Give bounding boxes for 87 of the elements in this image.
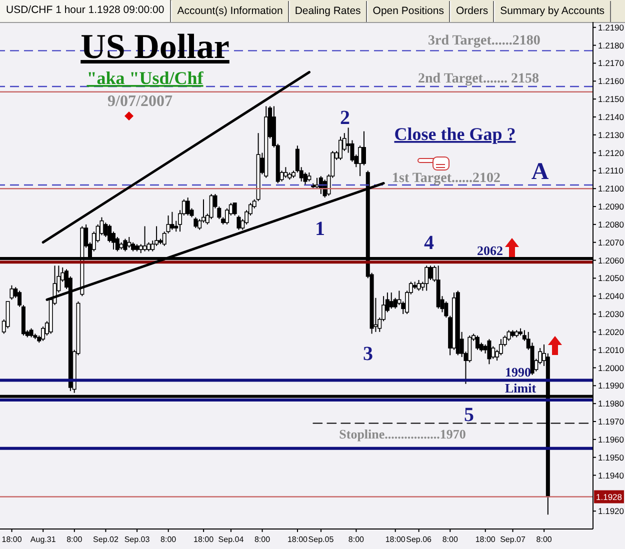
annotation: 4	[424, 232, 434, 254]
x-tick-label: 8:00	[66, 535, 83, 544]
y-tick-label: 1.2030	[598, 309, 624, 320]
text: Orders	[450, 1, 494, 22]
x-tick-label: 18:00	[2, 535, 22, 544]
ref-line-label: 1st Target......2102	[392, 171, 500, 186]
candlestick	[315, 177, 320, 190]
y-tick-label: 1.1960	[598, 434, 624, 444]
x-tick-label: 8:00	[442, 535, 458, 544]
x-tick-label: 18:00	[385, 535, 406, 544]
y-tick-label: 1.2170	[598, 58, 624, 68]
candlestick	[127, 236, 132, 248]
annotation: 2062	[477, 243, 503, 258]
candlestick	[428, 265, 433, 280]
candlestick	[232, 202, 237, 216]
y-tick-label: 1.2150	[598, 94, 624, 104]
annotation: 9/07/2007	[108, 93, 172, 110]
x-tick-label: Sep.03	[124, 535, 150, 544]
candlestick	[170, 211, 174, 230]
candlestick	[487, 338, 492, 365]
y-tick-label: 1.1920	[598, 506, 624, 516]
y-tick-label: 1.2010	[598, 344, 624, 355]
x-tick-label: 8:00	[536, 535, 552, 544]
y-tick-label: 1.2110	[598, 166, 624, 176]
y-tick-label: 1.2050	[598, 273, 624, 284]
candlestick	[424, 265, 429, 292]
y-tick-label: 1.2020	[598, 326, 624, 337]
series-label: Stopline.................1970	[339, 426, 466, 442]
text: Open Positions	[366, 1, 450, 22]
annotation: Close the Gap ?	[394, 124, 516, 144]
x-tick-label: 8:00	[254, 535, 271, 544]
annotation: "aka "Usd/Chf	[86, 68, 204, 88]
y-tick-label: 1.1990	[598, 380, 624, 391]
y-tick-label: 1.1940	[598, 470, 624, 480]
y-tick-label: 1.2180	[598, 40, 624, 50]
y-tick-label: 1.2120	[598, 148, 624, 158]
x-tick-label: Sep.06	[406, 535, 432, 544]
y-tick-label: 1.2130	[598, 130, 624, 140]
y-tick-label: 1.1970	[598, 416, 624, 427]
candlestick	[416, 279, 421, 292]
annotation: A	[531, 159, 550, 185]
y-tick-label: 1.2190	[598, 22, 624, 32]
x-tick-label: Sep.05	[308, 535, 334, 544]
annotation: 2	[340, 107, 350, 129]
chart-title: USD/CHF 1 hour 1.1928 09:00:00	[0, 0, 172, 22]
y-tick-label: 1.2140	[598, 112, 624, 122]
candlestick	[236, 214, 241, 230]
y-tick-label: 1.1980	[598, 398, 624, 409]
candlestick	[142, 226, 147, 252]
candlestick	[389, 292, 394, 310]
y-tick-label: 1.2060	[598, 255, 624, 266]
candlestick	[123, 238, 128, 252]
y-tick-label: 1.2160	[598, 76, 624, 86]
ref-line-label: 3rd Target......2180	[428, 34, 540, 49]
y-tick-label: 1.2000	[598, 362, 624, 373]
candlestick	[358, 145, 362, 177]
text: Dealing Rates	[288, 1, 367, 22]
annotation: 3	[363, 343, 373, 365]
candlestick	[475, 335, 480, 350]
x-tick-label: 8:00	[348, 535, 365, 544]
candlestick	[10, 284, 14, 300]
x-tick-label: Sep.04	[218, 535, 244, 544]
y-tick-label: 1.2040	[598, 291, 624, 302]
x-tick-label: 18:00	[287, 535, 308, 544]
text: Summary by Accounts	[494, 1, 611, 22]
y-tick-label: 1.2070	[598, 237, 624, 248]
y-tick-label: 1.1950	[598, 452, 624, 462]
annotation: 5	[464, 404, 474, 426]
candlestick	[338, 136, 342, 160]
ref-line-label: 2nd Target....... 2158	[418, 71, 539, 86]
candlestick	[284, 166, 288, 178]
y-tick-label: 1.2100	[598, 184, 624, 194]
candlestick	[362, 130, 366, 166]
ref-line-label: 1.1928	[596, 492, 622, 502]
candlestick	[194, 216, 198, 229]
x-tick-label: 18:00	[194, 535, 214, 544]
x-tick-label: 18:00	[475, 535, 496, 544]
x-tick-label: 8:00	[160, 535, 177, 544]
y-tick-label: 1.2080	[598, 219, 624, 230]
x-tick-label: Sep.07	[500, 535, 526, 544]
candlestick	[186, 197, 190, 216]
x-tick-label: Sep.02	[93, 535, 119, 544]
annotation: 1	[315, 218, 325, 240]
ref-line-label: 1990 Limit	[505, 364, 537, 396]
text: Account(s) Information	[171, 1, 289, 22]
y-tick-label: 1.2090	[598, 202, 624, 212]
x-tick-label: Aug.31	[30, 535, 56, 544]
